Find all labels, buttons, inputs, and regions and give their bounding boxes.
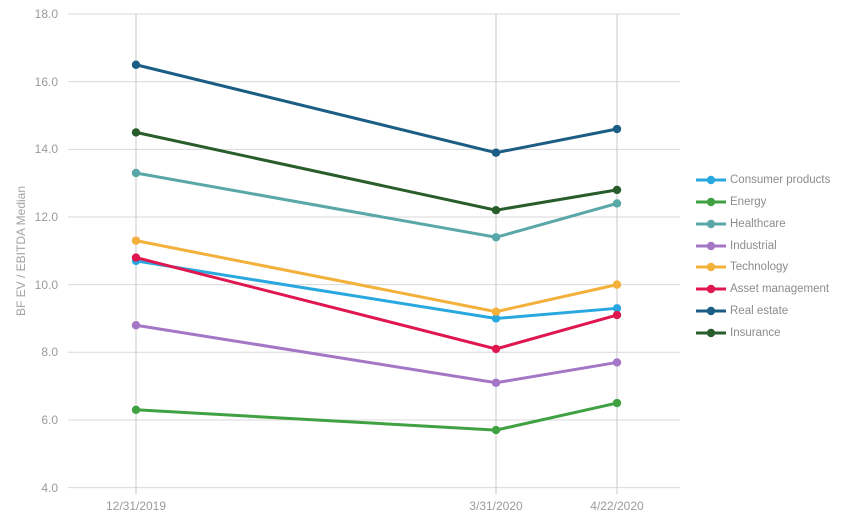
data-point-consumer-products	[491, 314, 501, 323]
data-point-asset-management	[491, 344, 501, 354]
legend-marker-icon	[696, 219, 726, 228]
x-tick-label: 4/22/2020	[590, 499, 644, 513]
legend-label: Energy	[730, 195, 767, 208]
data-point-insurance	[612, 185, 622, 195]
data-point-industrial	[131, 321, 141, 330]
data-point-consumer-products	[612, 304, 622, 313]
legend-label: Industrial	[730, 239, 777, 252]
data-point-technology	[131, 236, 141, 245]
legend-item-technology: Technology	[696, 260, 788, 274]
data-point-healthcare	[612, 199, 622, 208]
data-point-insurance	[491, 206, 501, 215]
legend-marker-icon	[696, 263, 726, 272]
data-point-real-estate	[612, 124, 622, 134]
data-point-insurance	[131, 128, 141, 137]
legend-item-insurance: Insurance	[696, 326, 781, 340]
legend-item-consumer-products: Consumer products	[696, 173, 830, 187]
y-tick-label: 10.0	[34, 277, 58, 292]
legend-label: Asset management	[730, 283, 830, 296]
data-point-healthcare	[131, 168, 141, 178]
y-tick-label: 4.0	[41, 480, 58, 495]
legend-marker-icon	[696, 328, 726, 338]
y-tick-label: 12.0	[34, 209, 58, 224]
legend-label: Healthcare	[730, 217, 786, 230]
legend-item-asset-management: Asset management	[696, 282, 829, 296]
y-tick-label: 8.0	[41, 345, 58, 360]
series-line-real-estate	[135, 63, 618, 155]
data-point-industrial	[612, 358, 622, 367]
data-point-asset-management	[612, 310, 622, 320]
y-tick-label: 6.0	[41, 412, 58, 427]
data-point-technology	[612, 280, 622, 289]
legend-item-energy: Energy	[696, 195, 766, 209]
legend-label: Insurance	[730, 326, 781, 339]
data-point-healthcare	[491, 233, 501, 242]
legend-marker-icon	[696, 306, 726, 316]
data-point-energy	[131, 405, 141, 414]
legend-marker-icon	[696, 285, 726, 294]
legend-label: Consumer products	[730, 174, 831, 186]
legend-label: Real estate	[730, 305, 789, 318]
y-tick-label: 14.0	[34, 142, 58, 157]
y-tick-label: 18.0	[34, 7, 58, 21]
legend-marker-icon	[696, 197, 726, 207]
y-tick-label: 16.0	[34, 74, 58, 89]
data-point-technology	[491, 307, 501, 316]
data-point-industrial	[491, 378, 501, 387]
y-axis-title: BF EV / EBITDA Median	[14, 185, 28, 317]
data-point-energy	[612, 398, 622, 408]
legend-item-real-estate: Real estate	[696, 304, 788, 318]
x-tick-label: 12/31/2019	[105, 499, 167, 513]
data-point-real-estate	[491, 148, 501, 157]
x-tick-label: 3/31/2020	[469, 499, 523, 513]
series-line-healthcare	[135, 171, 618, 239]
series-line-energy	[135, 401, 618, 432]
data-point-real-estate	[131, 60, 141, 69]
data-point-asset-management	[131, 253, 141, 262]
legend-marker-icon	[696, 241, 726, 250]
legend-marker-icon	[696, 175, 726, 185]
data-point-energy	[491, 425, 501, 435]
legend-item-industrial: Industrial	[696, 239, 777, 253]
legend-label: Technology	[730, 261, 789, 274]
series-line-consumer-products	[135, 259, 618, 320]
legend-item-healthcare: Healthcare	[696, 217, 786, 231]
